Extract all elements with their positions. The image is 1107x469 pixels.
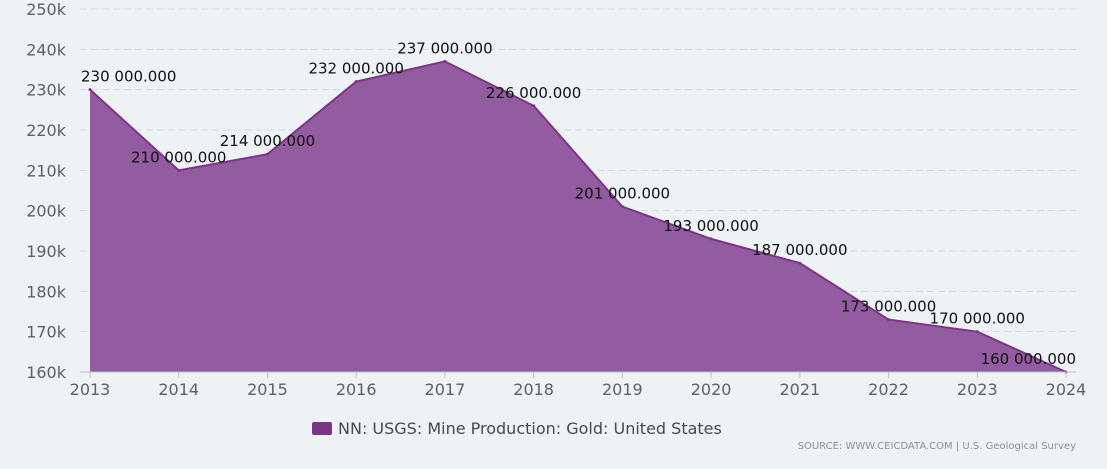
- x-tick-label: 2021: [779, 380, 820, 399]
- data-label: 160 000.000: [981, 350, 1076, 368]
- x-tick-label: 2014: [158, 380, 199, 399]
- y-tick-label: 230k: [26, 81, 67, 100]
- data-point[interactable]: [532, 104, 536, 108]
- area-series: [88, 59, 1068, 374]
- data-label: 187 000.000: [752, 241, 847, 259]
- data-label: 201 000.000: [575, 185, 670, 203]
- x-tick-label: 2019: [602, 380, 643, 399]
- series-line: [89, 60, 1067, 373]
- y-tick-label: 200k: [26, 202, 67, 221]
- data-label: 232 000.000: [308, 60, 403, 78]
- data-label: 210 000.000: [131, 148, 226, 166]
- source-credit: SOURCE: WWW.CEICDATA.COM | U.S. Geologic…: [798, 441, 1076, 452]
- data-point[interactable]: [354, 80, 358, 84]
- data-label: 214 000.000: [220, 132, 315, 150]
- data-label: 170 000.000: [930, 310, 1025, 328]
- y-tick-label: 180k: [26, 282, 67, 301]
- y-tick-label: 160k: [26, 363, 67, 382]
- x-tick-label: 2023: [957, 380, 998, 399]
- y-axis: 160k 170k 180k 190k 200k 210k 220k 230k 240k 250k: [26, 0, 67, 382]
- data-point[interactable]: [709, 237, 713, 241]
- x-tick-label: 2020: [691, 380, 732, 399]
- x-tick-label: 2016: [336, 380, 377, 399]
- x-tick-label: 2015: [247, 380, 288, 399]
- y-tick-label: 190k: [26, 242, 67, 261]
- data-point[interactable]: [887, 318, 891, 322]
- data-label: 226 000.000: [486, 84, 581, 102]
- x-tick-label: 2017: [425, 380, 466, 399]
- data-point[interactable]: [798, 261, 802, 265]
- data-label: 230 000.000: [81, 68, 176, 86]
- data-point[interactable]: [88, 88, 92, 92]
- data-point[interactable]: [443, 59, 447, 63]
- x-tick-label: 2013: [70, 380, 111, 399]
- data-point[interactable]: [620, 205, 624, 209]
- area-fill: [90, 61, 1066, 372]
- data-point[interactable]: [265, 152, 269, 156]
- data-point[interactable]: [177, 168, 181, 172]
- legend-label: NN: USGS: Mine Production: Gold: United …: [338, 419, 722, 438]
- y-tick-label: 240k: [26, 40, 67, 59]
- y-tick-label: 250k: [26, 0, 67, 19]
- x-tick-label: 2024: [1046, 380, 1087, 399]
- data-point[interactable]: [975, 330, 979, 334]
- legend-swatch: [312, 422, 332, 435]
- data-label: 237 000.000: [397, 39, 492, 57]
- data-label: 193 000.000: [663, 217, 758, 235]
- y-tick-label: 170k: [26, 323, 67, 342]
- x-tick-label: 2018: [513, 380, 554, 399]
- data-label: 173 000.000: [841, 298, 936, 316]
- y-tick-label: 210k: [26, 161, 67, 180]
- y-tick-label: 220k: [26, 121, 67, 140]
- x-tick-label: 2022: [868, 380, 909, 399]
- legend[interactable]: NN: USGS: Mine Production: Gold: United …: [312, 419, 722, 438]
- x-axis: 2013 2014 2015 2016 2017 2018 2019 2020 2021 2022…: [70, 371, 1087, 399]
